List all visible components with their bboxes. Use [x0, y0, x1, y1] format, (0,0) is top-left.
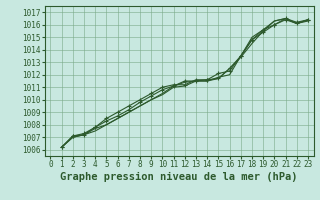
X-axis label: Graphe pression niveau de la mer (hPa): Graphe pression niveau de la mer (hPa)	[60, 172, 298, 182]
